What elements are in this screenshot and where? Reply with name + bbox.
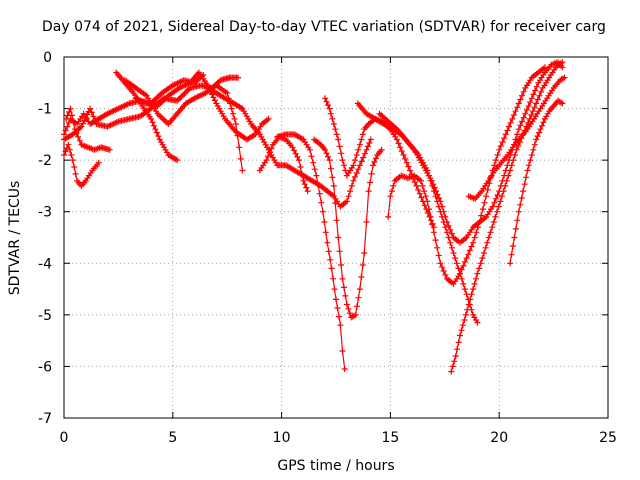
series-sat-o	[385, 172, 424, 220]
x-tick-label: 5	[168, 430, 177, 446]
series-sat-c	[63, 105, 113, 153]
x-tick-label: 25	[599, 430, 617, 446]
series-markers	[354, 100, 481, 326]
y-tick-label: -3	[38, 205, 52, 221]
series-markers	[113, 69, 181, 164]
axis-ticks	[63, 56, 609, 419]
series-markers	[376, 59, 566, 246]
series-markers	[132, 69, 272, 143]
series-sat-i	[256, 133, 311, 195]
x-axis-label: GPS time / hours	[277, 458, 394, 474]
y-tick-label: -5	[38, 308, 52, 324]
series-markers	[61, 74, 242, 143]
series-trace	[357, 103, 478, 323]
series-sat-k	[311, 136, 385, 321]
series-markers	[204, 84, 374, 210]
series-markers	[385, 172, 424, 220]
series-trace	[450, 61, 563, 372]
series-markers	[465, 74, 568, 202]
x-tick-labels: 0 5 10 15 20 25	[60, 430, 617, 446]
series-markers	[274, 131, 348, 372]
plot-frame	[63, 56, 609, 419]
series-sat-e	[113, 69, 181, 164]
series-layer	[61, 59, 568, 375]
series-sat-n	[376, 59, 566, 246]
series-sat-d	[61, 74, 242, 143]
y-axis-label: SDTVAR / TECUs	[7, 181, 23, 296]
x-tick-label: 10	[273, 430, 291, 446]
y-tick-label: -6	[38, 359, 52, 375]
series-markers	[63, 105, 113, 153]
y-tick-label: -1	[38, 102, 52, 118]
x-tick-label: 15	[381, 430, 399, 446]
series-sat-a	[61, 141, 102, 189]
x-tick-label: 0	[60, 430, 69, 446]
series-sat-r	[465, 74, 568, 202]
y-tick-label: 0	[43, 50, 52, 66]
series-markers	[507, 97, 566, 267]
y-tick-label: -4	[38, 256, 52, 272]
series-sat-h	[204, 84, 374, 210]
y-tick-label: -2	[38, 153, 52, 169]
x-tick-label: 20	[490, 430, 508, 446]
series-markers	[311, 136, 385, 321]
series-markers	[61, 141, 102, 189]
series-sat-s	[507, 97, 566, 267]
series-sat-q	[448, 59, 566, 375]
series-trace	[313, 139, 383, 319]
series-sat-g	[132, 69, 272, 143]
y-tick-label: -7	[38, 411, 52, 427]
series-markers	[448, 59, 566, 375]
series-trace	[277, 133, 346, 370]
chart-title: Day 074 of 2021, Sidereal Day-to-day VTE…	[42, 19, 606, 35]
series-sat-j	[274, 131, 348, 372]
y-tick-labels: 0 -1 -2 -3 -4 -5 -6 -7	[38, 50, 52, 427]
series-sat-m	[354, 100, 481, 326]
